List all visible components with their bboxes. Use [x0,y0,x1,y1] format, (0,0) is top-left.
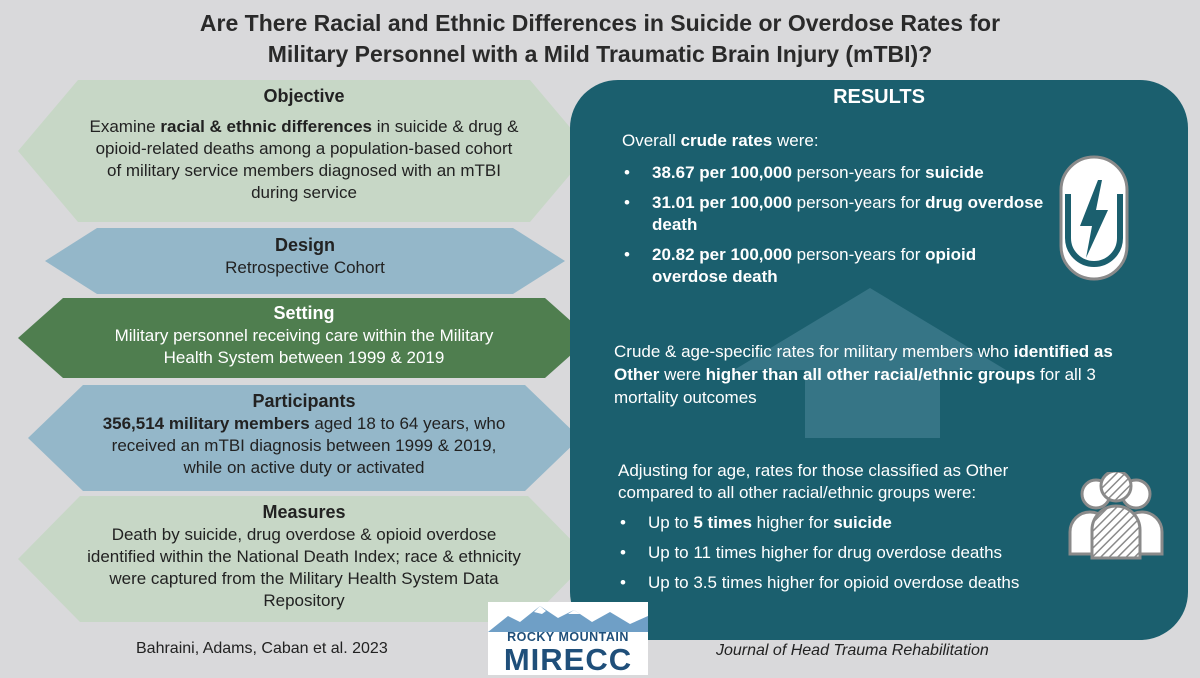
results-heading: RESULTS [833,86,925,108]
participants-heading: Participants [252,391,356,411]
lightning-bolt-icon [1059,155,1129,281]
logo-top-text: ROCKY MOUNTAIN [507,630,629,644]
participants-panel: Participants 356,514 military members ag… [28,385,580,491]
journal-name: Journal of Head Trauma Rehabilitation [716,642,989,659]
design-heading: Design [274,235,335,255]
logo-bottom-text: MIRECC [503,642,633,677]
adjusted-opioid-item: Up to 3.5 times higher for opioid overdo… [618,572,1088,594]
group-people-icon [1068,472,1164,560]
crude-rates-intro: Overall crude rates were: [622,131,819,150]
adjusted-drug-item: Up to 11 times higher for drug overdose … [618,542,1088,564]
adjusted-rates-section: Adjusting for age, rates for those class… [618,460,1088,602]
results-panel: RESULTS Overall crude rates were: 38.67 … [570,80,1188,640]
participants-hexagon [28,385,580,491]
design-panel: Design Retrospective Cohort [45,228,565,294]
mirecc-logo: ROCKY MOUNTAIN MIRECC [488,602,648,677]
design-text: Retrospective Cohort [225,258,385,277]
setting-text: Military personnel receiving care within… [114,326,494,367]
participants-text: 356,514 military members aged 18 to 64 y… [102,414,506,477]
design-hexagon [45,228,565,294]
adjusted-suicide-item: Up to 5 times higher for suicide [618,512,1088,534]
page-title: Are There Racial and Ethnic Differences … [0,8,1200,70]
crude-rate-item: 31.01 per 100,000 person-years for drug … [622,192,1052,236]
title-line-2: Military Personnel with a Mild Traumatic… [267,41,933,67]
other-group-finding: Crude & age-specific rates for military … [614,342,1113,407]
measures-panel: Measures Death by suicide, drug overdose… [18,496,590,622]
objective-heading: Objective [263,86,345,106]
crude-rates-list: 38.67 per 100,000 person-years for suici… [622,162,1052,288]
setting-panel: Setting Military personnel receiving car… [18,298,590,378]
adjusted-rates-list: Up to 5 times higher for suicide Up to 1… [618,512,1088,594]
objective-hexagon [18,80,590,222]
house-arrow-shape [734,288,1006,438]
crude-rates-section: Overall crude rates were: 38.67 per 100,… [622,130,1052,296]
mountain-graphic [488,606,648,632]
setting-heading: Setting [273,303,335,323]
objective-panel: Objective Examine racial & ethnic differ… [18,80,590,222]
citation-authors: Bahraini, Adams, Caban et al. 2023 [136,640,388,657]
measures-heading: Measures [262,502,346,522]
adjusted-intro: Adjusting for age, rates for those class… [618,461,1009,502]
objective-text: Examine racial & ethnic differences in s… [89,117,519,202]
measures-text: Death by suicide, drug overdose & opioid… [87,525,521,610]
crude-rate-item: 20.82 per 100,000 person-years for opioi… [622,244,1052,288]
measures-hexagon [18,496,590,622]
title-line-1: Are There Racial and Ethnic Differences … [199,10,1001,36]
setting-hexagon [18,298,590,378]
crude-rate-item: 38.67 per 100,000 person-years for suici… [622,162,1052,184]
